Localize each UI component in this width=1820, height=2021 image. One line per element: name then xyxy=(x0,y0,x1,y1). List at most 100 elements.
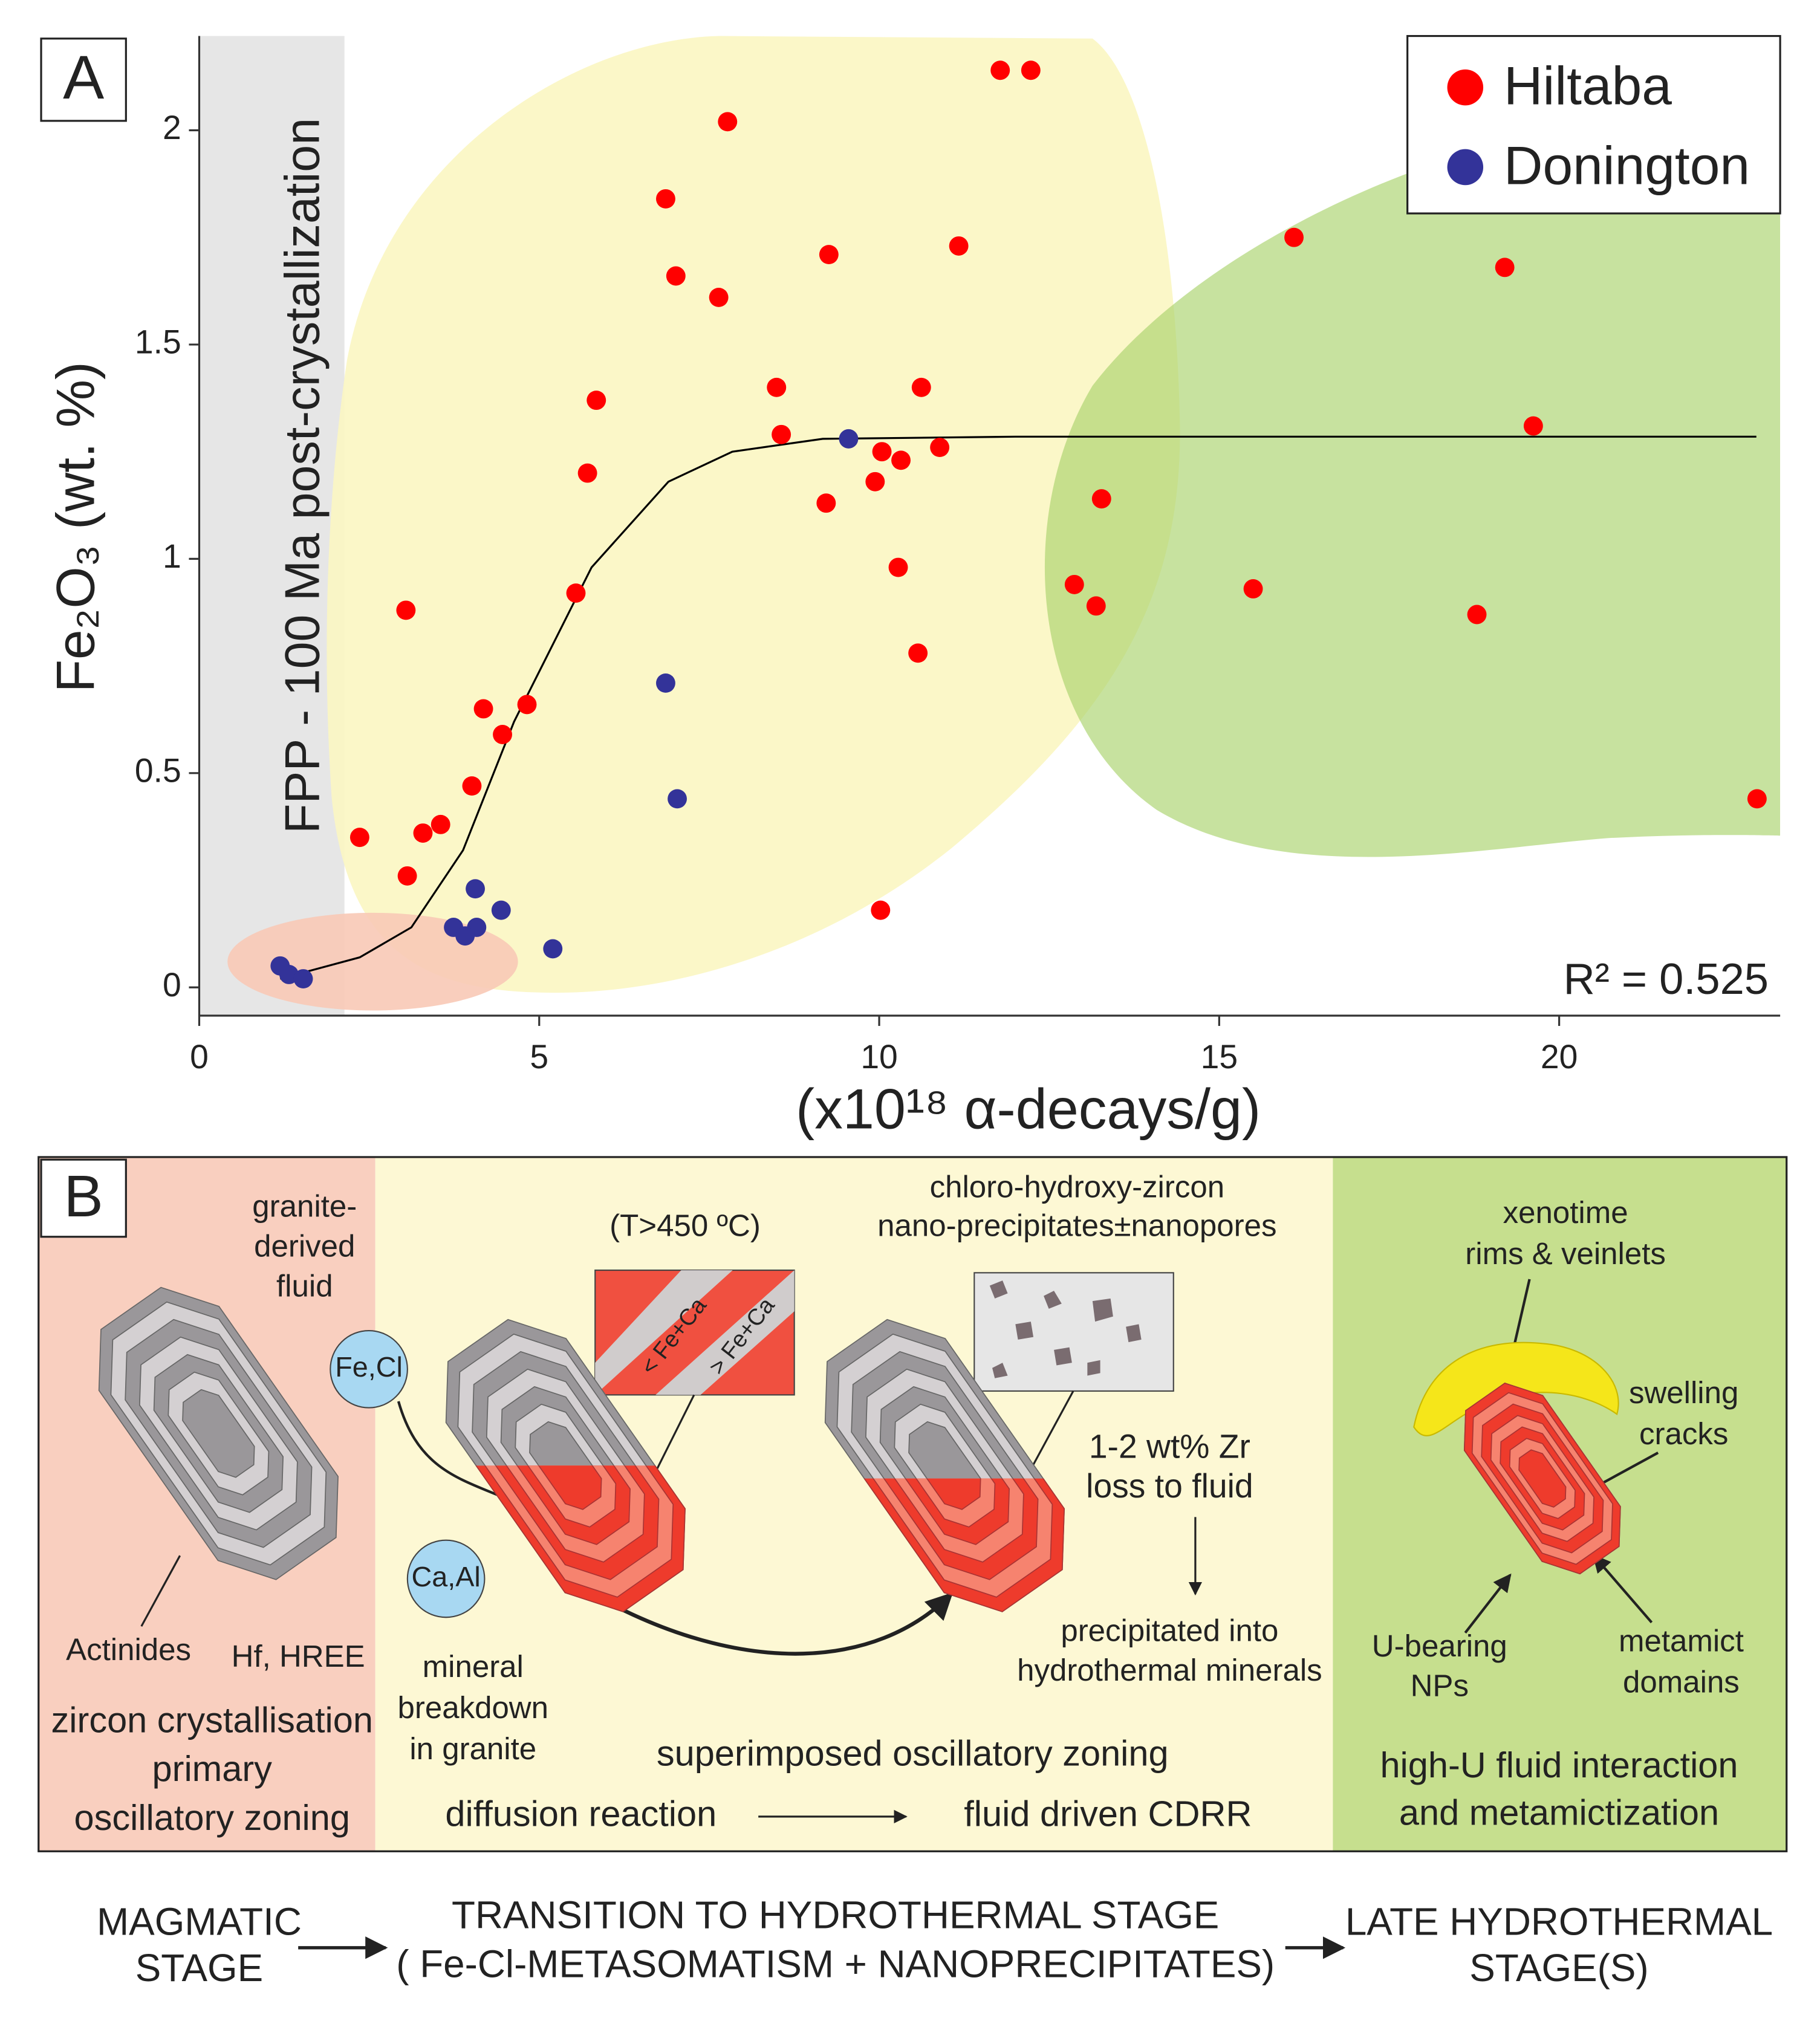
point xyxy=(455,926,475,946)
diagram-label: hydrothermal minerals xyxy=(1017,1653,1322,1687)
point xyxy=(349,828,369,848)
zone xyxy=(1518,1449,1567,1508)
diagram-label: diffusion reaction xyxy=(445,1794,717,1834)
x-tick-label: 0 xyxy=(190,1038,209,1075)
point xyxy=(1495,258,1515,277)
diagram-label: derived xyxy=(254,1228,355,1263)
diagram-label: fluid driven CDRR xyxy=(964,1794,1252,1834)
point xyxy=(655,189,675,209)
point xyxy=(1243,579,1263,599)
point xyxy=(767,377,787,397)
zircon xyxy=(445,1319,686,1612)
zone xyxy=(182,1389,255,1478)
y-tick-label: 0.5 xyxy=(135,751,181,789)
point xyxy=(1284,227,1304,247)
inset-nano xyxy=(973,1272,1174,1392)
point xyxy=(709,288,729,307)
point xyxy=(517,695,537,715)
diagram-label: (T>450 ºC) xyxy=(609,1208,761,1242)
point xyxy=(718,112,738,132)
diagram-label: Hf, HREE xyxy=(232,1639,365,1673)
diagram-label: breakdown xyxy=(397,1690,548,1725)
point xyxy=(431,814,450,834)
diagram-label: high-U fluid interaction xyxy=(1380,1745,1738,1785)
y-tick-label: 1.5 xyxy=(135,323,181,361)
point xyxy=(396,600,416,620)
point xyxy=(1086,596,1106,616)
point xyxy=(1467,605,1487,624)
diagram-label: rims & veinlets xyxy=(1465,1236,1666,1271)
panel-b-frame xyxy=(37,1156,1788,1852)
legend-label: Hiltaba xyxy=(1504,55,1672,115)
panel-label: B xyxy=(64,1163,103,1229)
diagram-label: mineral xyxy=(423,1649,524,1684)
fluid-bubble xyxy=(330,1329,408,1409)
green-field xyxy=(1044,110,1781,857)
diagram-label: STAGE xyxy=(135,1946,263,1990)
point xyxy=(397,866,417,886)
diagram-label: ( Fe-Cl-METASOMATISM + NANOPRECIPITATES) xyxy=(396,1942,1275,1986)
point xyxy=(566,583,586,603)
legend-label: Donington xyxy=(1504,135,1750,195)
diagram-label: nano-precipitates±nanopores xyxy=(877,1208,1276,1242)
point xyxy=(462,776,482,796)
point xyxy=(908,643,928,663)
panel-label: A xyxy=(63,43,104,112)
zircon xyxy=(824,1319,1065,1612)
point xyxy=(888,557,908,577)
point xyxy=(493,725,512,744)
zone xyxy=(538,1465,602,1510)
point xyxy=(772,424,791,444)
altered-zone xyxy=(863,1478,1065,1612)
point xyxy=(872,442,892,462)
diagram-label: U-bearing xyxy=(1372,1629,1507,1663)
diagram-label: cracks xyxy=(1639,1416,1728,1451)
diagram-label: granite- xyxy=(252,1189,357,1223)
point xyxy=(816,493,836,513)
x-tick-label: 5 xyxy=(530,1038,548,1075)
point xyxy=(930,438,950,458)
altered-zone xyxy=(1463,1382,1621,1575)
point xyxy=(668,789,687,809)
arrow xyxy=(140,1555,181,1627)
zircons xyxy=(98,1286,1621,1612)
arrow xyxy=(1592,1554,1653,1624)
point xyxy=(655,673,675,693)
arrow xyxy=(1464,1573,1512,1634)
x-tick-label: 10 xyxy=(860,1038,897,1075)
diagram-label: MAGMATIC xyxy=(97,1899,302,1943)
point xyxy=(587,391,606,410)
diagram-label: swelling xyxy=(1629,1375,1738,1410)
diagram-label: TRANSITION TO HYDROTHERMAL STAGE xyxy=(452,1893,1219,1937)
diagram-label: fluid xyxy=(276,1268,333,1303)
point xyxy=(865,472,885,491)
diagram-label: LATE HYDROTHERMAL xyxy=(1345,1899,1773,1943)
diagram-label: metamict xyxy=(1619,1623,1744,1658)
nanoprecipitates xyxy=(989,1280,1142,1378)
y-tick-label: 1 xyxy=(163,537,181,575)
regions xyxy=(199,36,1781,1016)
point xyxy=(473,699,493,719)
zone xyxy=(926,1478,981,1510)
r-squared: R² = 0.525 xyxy=(1564,955,1769,1004)
diagram-label: primary xyxy=(152,1748,273,1789)
diagram-label: zircon crystallisation xyxy=(51,1699,373,1740)
diagram-label: oscillatory zoning xyxy=(74,1797,350,1838)
diagram-label: domains xyxy=(1623,1664,1740,1699)
point xyxy=(491,900,511,920)
panel-label-box xyxy=(40,1158,127,1238)
point xyxy=(543,939,563,959)
inset-bands xyxy=(595,1270,795,1395)
panel-label-box xyxy=(40,37,127,122)
point xyxy=(1021,60,1041,80)
x-axis-label: (x10¹⁸ α-decays/g) xyxy=(796,1077,1261,1140)
point xyxy=(819,245,839,265)
diagram-label: xenotime xyxy=(1503,1195,1628,1230)
fpp-band xyxy=(199,36,345,1016)
point xyxy=(1747,789,1767,809)
point xyxy=(990,60,1010,80)
point xyxy=(577,463,597,483)
point xyxy=(891,450,911,470)
